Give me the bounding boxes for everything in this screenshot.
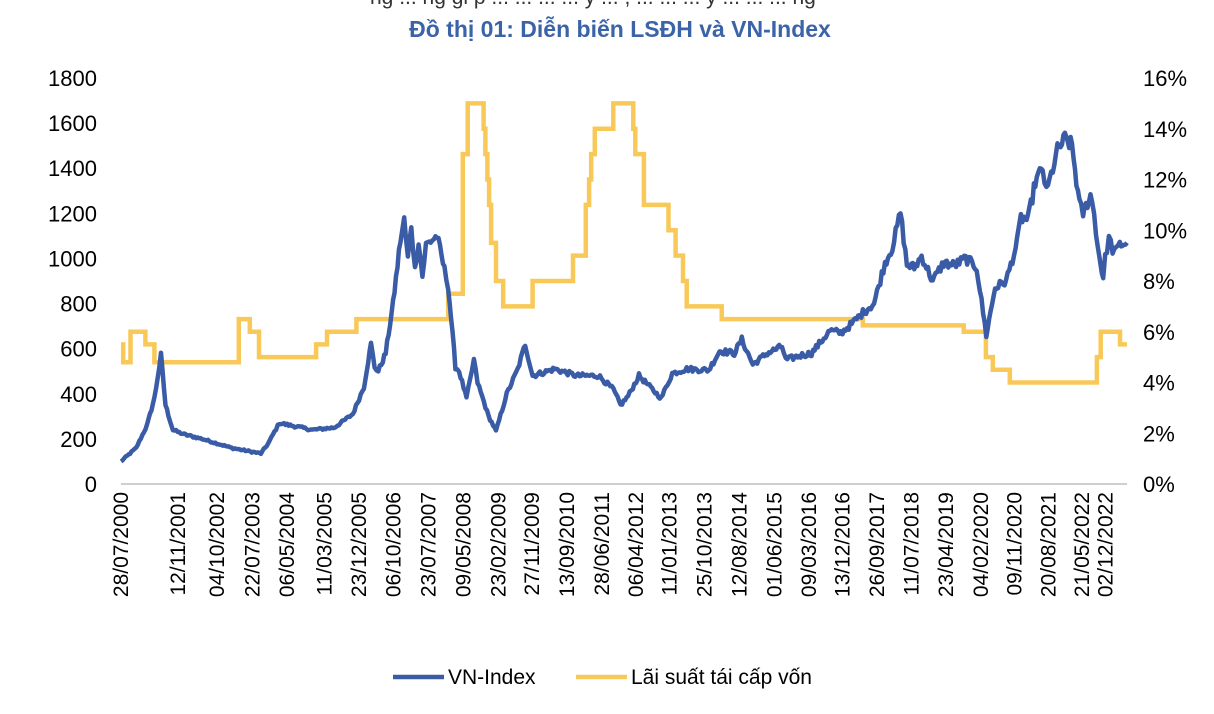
x-tick-label: 26/09/2017 (866, 492, 889, 597)
right-axis-labels: 0% 2% 4% 6% 8% 10% 12% 14% 16% (1143, 66, 1187, 497)
y-left-tick-label: 400 (60, 382, 97, 407)
y-right-tick-label: 10% (1143, 218, 1187, 243)
x-tick-label: 01/06/2015 (764, 492, 787, 597)
y-right-tick-label: 14% (1143, 117, 1187, 142)
x-tick-label: 06/04/2012 (625, 492, 648, 597)
y-right-tick-label: 0% (1143, 472, 1175, 497)
y-left-tick-label: 1200 (48, 201, 97, 226)
x-tick-label: 02/12/2022 (1094, 492, 1117, 597)
x-tick-label: 11/07/2018 (901, 492, 924, 596)
series-line-rate (120, 101, 1127, 385)
x-tick-label: 12/11/2001 (167, 492, 190, 596)
x-tick-label: 27/11/2009 (521, 492, 544, 596)
y-right-tick-label: 4% (1143, 371, 1175, 396)
x-tick-label: 23/02/2009 (488, 492, 511, 597)
y-left-tick-label: 0 (85, 472, 97, 497)
x-tick-label: 22/07/2003 (241, 492, 264, 597)
x-tick-label: 13/12/2016 (831, 492, 854, 597)
x-tick-label: 04/10/2002 (206, 492, 229, 597)
x-tick-label: 23/04/2019 (935, 492, 958, 597)
legend: VN-Index Lãi suất tái cấp vốn (393, 666, 812, 689)
y-left-tick-label: 1800 (48, 66, 97, 91)
y-right-tick-label: 2% (1143, 421, 1175, 446)
y-left-tick-label: 1000 (48, 246, 97, 271)
x-tick-label: 28/07/2000 (110, 492, 133, 597)
chart-title: Đồ thị 01: Diễn biến LSĐH và VN-Index (409, 16, 831, 42)
y-left-tick-label: 1400 (48, 156, 97, 181)
x-tick-label: 28/06/2011 (591, 492, 614, 596)
y-right-tick-label: 16% (1143, 66, 1187, 91)
x-tick-label: 12/08/2014 (728, 492, 751, 597)
y-right-tick-label: 12% (1143, 168, 1187, 193)
x-tick-label: 11/01/2013 (659, 492, 682, 596)
series-line-vnindex (119, 130, 1129, 464)
x-tick-label: 13/09/2010 (556, 492, 579, 597)
x-tick-label: 21/05/2022 (1071, 492, 1094, 597)
x-tick-label: 20/08/2021 (1038, 492, 1061, 597)
x-tick-label: 06/10/2006 (383, 492, 406, 597)
x-tick-label: 25/10/2013 (693, 492, 716, 597)
x-tick-label: 09/03/2016 (798, 492, 821, 597)
y-left-tick-label: 1600 (48, 111, 97, 136)
y-left-tick-label: 200 (60, 427, 97, 452)
y-left-tick-label: 800 (60, 292, 97, 317)
y-right-tick-label: 8% (1143, 269, 1175, 294)
y-left-tick-label: 600 (60, 337, 97, 362)
legend-label-vnindex: VN-Index (448, 666, 536, 689)
x-axis-labels: 28/07/2000 12/11/2001 04/10/2002 22/07/2003… (110, 492, 1117, 597)
legend-label-rate: Lãi suất tái cấp vốn (631, 666, 812, 689)
x-tick-label: 11/03/2005 (313, 492, 336, 596)
x-tick-label: 23/07/2007 (418, 492, 441, 597)
x-tick-label: 09/11/2020 (1003, 492, 1026, 596)
x-tick-label: 23/12/2005 (348, 492, 371, 597)
x-tick-label: 04/02/2020 (970, 492, 993, 597)
left-axis-labels: 0 200 400 600 800 1000 1200 1400 1600 1800 (48, 66, 97, 497)
x-tick-label: 06/05/2004 (276, 492, 299, 597)
cropped-header-text: ng ... ng gi p ... ... ... ... y ... , .… (370, 0, 816, 10)
y-right-tick-label: 6% (1143, 320, 1175, 345)
x-tick-label: 09/05/2008 (453, 492, 476, 597)
